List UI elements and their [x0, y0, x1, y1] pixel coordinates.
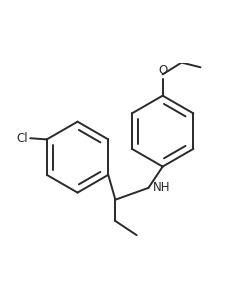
- Text: Cl: Cl: [16, 132, 28, 145]
- Text: NH: NH: [153, 181, 170, 194]
- Text: O: O: [157, 64, 166, 77]
